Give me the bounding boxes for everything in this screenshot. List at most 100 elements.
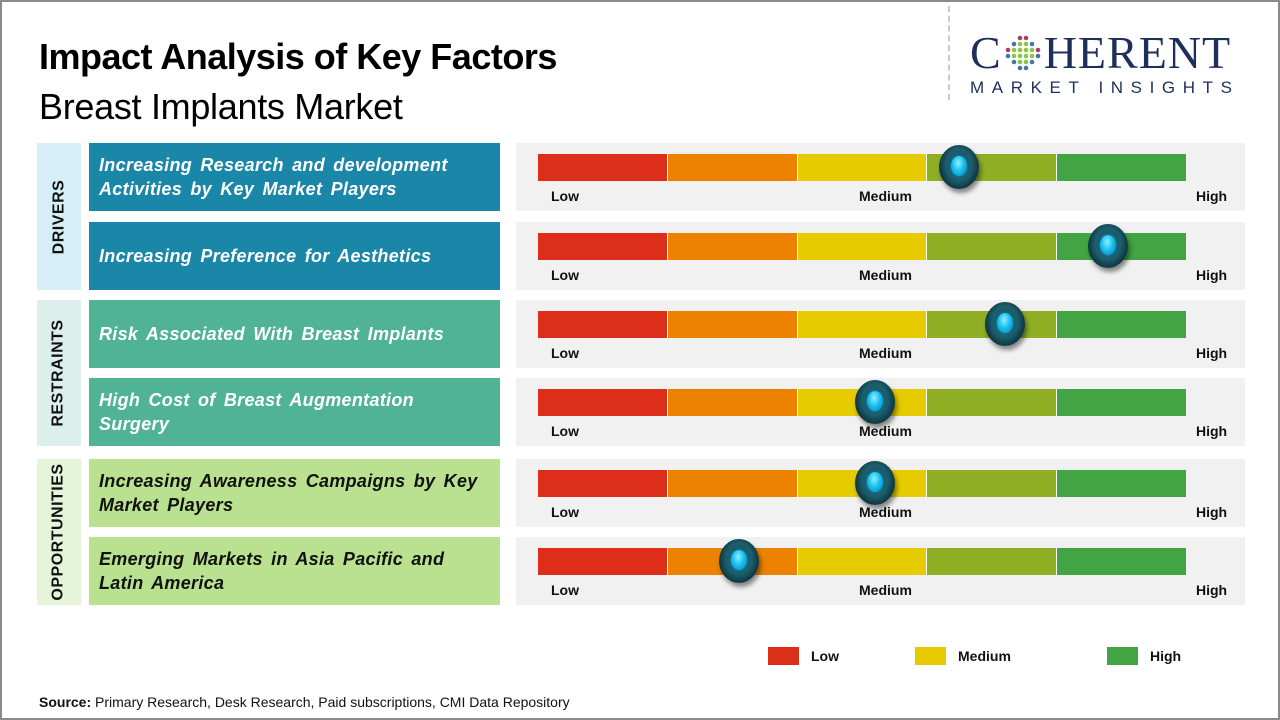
scale-label-high: High — [1196, 504, 1228, 520]
logo-letters-herent: HERENT — [1043, 27, 1232, 78]
category-opportunities: OPPORTUNITIES — [37, 459, 81, 605]
logo-dot — [1017, 35, 1022, 41]
logo-dot — [1011, 53, 1016, 59]
logo-dot — [1029, 59, 1034, 65]
scale-label-high: High — [1196, 345, 1228, 361]
scale-label-medium: Medium — [859, 267, 912, 283]
logo-dot — [1017, 65, 1022, 71]
logo-dot — [1017, 59, 1022, 65]
gauge-segment — [538, 548, 668, 575]
logo-dot — [1023, 35, 1028, 41]
gauge-bar — [538, 548, 1186, 575]
gauge-segment — [667, 233, 798, 260]
gauge-bar — [538, 389, 1186, 416]
globe-dots-icon — [1005, 35, 1040, 71]
factor-label: High Cost of Breast Augmentation Surgery — [89, 378, 500, 446]
source-label: Source: — [39, 694, 92, 710]
page-title: Impact Analysis of Key Factors — [39, 36, 557, 77]
gauge-segment — [1057, 470, 1186, 497]
gauge-segment — [927, 233, 1058, 260]
category-restraints: RESTRAINTS — [37, 300, 81, 446]
scale-label-low: Low — [551, 504, 579, 520]
logo-dot — [1017, 53, 1022, 59]
impact-marker — [718, 539, 759, 583]
logo-dot — [1011, 47, 1016, 53]
logo-dot — [1035, 53, 1040, 59]
category-drivers: DRIVERS — [37, 143, 81, 290]
page-subtitle: Breast Implants Market — [39, 86, 403, 127]
factor-label: Increasing Research and development Acti… — [89, 143, 500, 211]
factor-label: Risk Associated With Breast Implants — [89, 300, 500, 368]
impact-marker — [854, 461, 895, 505]
legend-label: High — [1150, 648, 1182, 664]
category-label: OPPORTUNITIES — [50, 463, 67, 601]
legend-swatch — [768, 647, 799, 665]
impact-gauge: Low Medium High — [516, 537, 1245, 605]
logo-dot — [1029, 47, 1034, 53]
gauge-bar — [538, 154, 1186, 181]
source-note: Source: Primary Research, Desk Research,… — [39, 694, 570, 710]
gauge-segment — [538, 470, 668, 497]
factor-label: Emerging Markets in Asia Pacific and Lat… — [89, 537, 500, 605]
impact-gauge: Low Medium High — [516, 378, 1245, 446]
legend-label: Medium — [958, 648, 1011, 664]
gauge-segment — [1057, 548, 1186, 575]
scale-label-low: Low — [551, 267, 579, 283]
logo-dot — [1023, 65, 1028, 71]
logo-dot — [1035, 47, 1040, 53]
gauge-segment — [667, 470, 798, 497]
gauge-bar — [538, 311, 1186, 338]
factor-label: Increasing Awareness Campaigns by Key Ma… — [89, 459, 500, 527]
impact-marker — [939, 145, 980, 189]
impact-marker — [1088, 224, 1129, 268]
logo-dot — [1017, 47, 1022, 53]
gauge-segment — [1057, 389, 1186, 416]
gauge-segment — [538, 389, 668, 416]
gauge-segment — [667, 154, 798, 181]
legend-label: Low — [811, 648, 839, 664]
scale-label-medium: Medium — [859, 345, 912, 361]
logo-dot — [1023, 47, 1028, 53]
legend-item: High — [1107, 647, 1181, 665]
logo-divider — [948, 6, 950, 100]
scale-label-high: High — [1196, 188, 1228, 204]
logo-dot — [1029, 53, 1034, 59]
scale-label-medium: Medium — [859, 504, 912, 520]
logo-wordmark: C HERENT — [970, 30, 1262, 76]
scale-label-low: Low — [551, 582, 579, 598]
scale-label-high: High — [1196, 423, 1228, 439]
logo-dot — [1011, 59, 1016, 65]
gauge-segment — [927, 548, 1058, 575]
category-label: DRIVERS — [50, 179, 67, 254]
scale-label-low: Low — [551, 345, 579, 361]
gauge-segment — [538, 233, 668, 260]
impact-marker — [984, 302, 1025, 346]
logo-dot — [1011, 41, 1016, 47]
logo-dot — [1017, 41, 1022, 47]
gauge-segment — [1057, 311, 1186, 338]
impact-gauge: Low Medium High — [516, 300, 1245, 368]
gauge-segment — [538, 154, 668, 181]
scale-label-low: Low — [551, 188, 579, 204]
gauge-segment — [797, 311, 928, 338]
impact-gauge: Low Medium High — [516, 143, 1245, 211]
factor-label: Increasing Preference for Aesthetics — [89, 222, 500, 290]
gauge-segment — [797, 233, 928, 260]
logo-dot — [1005, 53, 1010, 59]
impact-marker — [854, 380, 895, 424]
scale-label-high: High — [1196, 267, 1228, 283]
logo-dot — [1023, 59, 1028, 65]
logo-dot — [1005, 47, 1010, 53]
legend-item: Low — [768, 647, 839, 665]
impact-gauge: Low Medium High — [516, 459, 1245, 527]
gauge-segment — [667, 389, 798, 416]
scale-label-low: Low — [551, 423, 579, 439]
scale-label-medium: Medium — [859, 582, 912, 598]
category-label: RESTRAINTS — [50, 319, 68, 427]
gauge-segment — [927, 470, 1058, 497]
legend-swatch — [915, 647, 946, 665]
impact-gauge: Low Medium High — [516, 222, 1245, 290]
legend-swatch — [1107, 647, 1138, 665]
logo-dot — [1023, 53, 1028, 59]
scale-label-medium: Medium — [859, 423, 912, 439]
